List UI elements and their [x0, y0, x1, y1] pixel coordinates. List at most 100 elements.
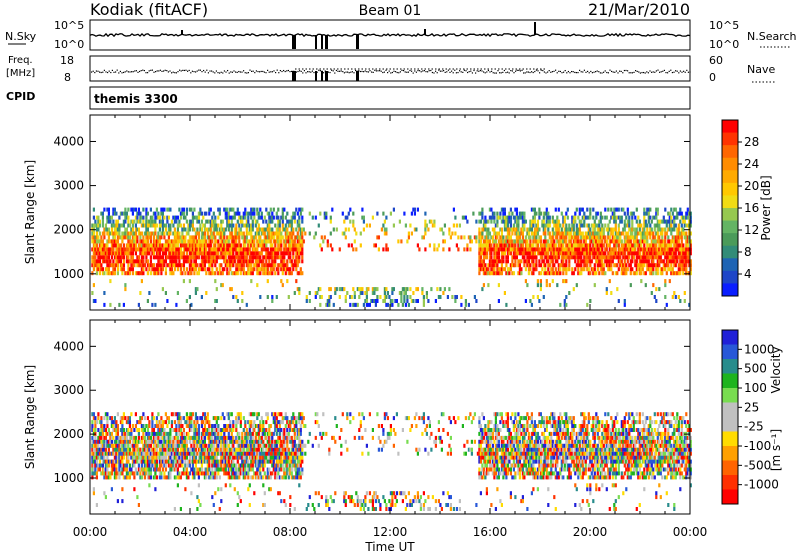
power-cell: [221, 239, 224, 244]
power-cell: [493, 239, 496, 244]
power-cell: [620, 219, 623, 224]
power-cell: [493, 259, 496, 264]
power-cell: [643, 207, 646, 212]
power-cell: [430, 287, 433, 292]
velocity-cell: [164, 439, 167, 444]
power-cell: [422, 302, 425, 307]
freq-point: [334, 72, 336, 74]
power-cell: [619, 235, 622, 240]
velocity-cell: [142, 443, 145, 448]
power-cell: [200, 239, 203, 244]
velocity-cell: [178, 459, 181, 464]
velocity-cell: [157, 443, 160, 448]
power-cell: [647, 263, 650, 268]
power-cell: [658, 263, 661, 268]
power-cell: [202, 259, 205, 264]
power-cell: [631, 247, 634, 252]
freq-point: [638, 71, 640, 73]
freq-point: [683, 70, 685, 72]
power-cell: [211, 223, 214, 228]
velocity-cell: [113, 463, 116, 468]
power-cell: [121, 211, 124, 216]
power-cell: [479, 259, 482, 264]
power-cell: [229, 207, 232, 212]
power-cell: [532, 239, 535, 244]
velocity-cell: [91, 424, 94, 428]
power-cell: [481, 227, 484, 232]
power-cell: [538, 271, 541, 276]
power-cell: [298, 271, 301, 276]
power-cell: [631, 223, 634, 228]
power-cell: [515, 219, 518, 224]
power-cell: [287, 271, 290, 276]
power-cell: [482, 283, 485, 288]
freq-point: [286, 70, 288, 72]
power-cell: [664, 283, 667, 288]
power-cell: [220, 239, 223, 244]
power-cell: [610, 227, 613, 232]
power-cell: [605, 227, 608, 232]
power-cell: [281, 215, 284, 220]
power-cell: [298, 243, 301, 248]
power-cell: [547, 271, 550, 276]
power-cell: [208, 267, 211, 272]
power-cell: [655, 251, 658, 256]
power-cell: [574, 255, 577, 260]
power-cell: [109, 219, 112, 224]
freq-point: [236, 71, 238, 74]
power-cell: [152, 231, 155, 236]
freq-point: [371, 71, 373, 73]
power-cell: [250, 263, 253, 268]
velocity-cell: [164, 467, 167, 472]
power-cell: [256, 211, 259, 216]
power-cell: [640, 255, 643, 260]
power-cell: [154, 255, 157, 260]
velocity-cell: [173, 412, 176, 417]
power-cell: [557, 271, 560, 276]
power-cell: [104, 255, 107, 260]
power-cell: [235, 243, 238, 248]
freq-point: [454, 69, 456, 71]
power-cell: [251, 243, 254, 248]
power-cell: [607, 227, 610, 232]
velocity-cell: [110, 416, 113, 421]
power-cell: [227, 247, 230, 252]
power-cell: [110, 239, 113, 244]
power-cell: [145, 219, 148, 224]
power-cell: [548, 215, 551, 220]
velocity-cell: [101, 439, 104, 444]
power-cell: [247, 267, 250, 272]
power-cell: [395, 299, 398, 303]
power-cell: [647, 259, 650, 264]
power-cell: [145, 243, 148, 248]
power-cell: [559, 251, 562, 256]
power-cell: [212, 243, 215, 248]
power-cell: [143, 239, 146, 244]
freq-point: [644, 72, 646, 74]
power-cell: [656, 227, 659, 232]
power-cell: [583, 223, 586, 228]
power-cell: [503, 219, 506, 224]
power-cell: [527, 243, 530, 248]
power-cell: [265, 255, 268, 260]
freq-point: [473, 69, 475, 72]
power-cell: [97, 239, 100, 244]
power-cell: [224, 259, 227, 264]
power-cell: [319, 302, 322, 307]
power-cell: [605, 291, 608, 295]
velocity-cell: [115, 431, 118, 436]
power-cell: [482, 263, 485, 268]
power-cell: [269, 247, 272, 252]
power-cell: [251, 211, 254, 216]
velocity-cell: [173, 455, 176, 460]
power-cell: [134, 231, 137, 236]
power-cell: [653, 227, 656, 232]
power-cell: [577, 267, 580, 272]
power-cell: [250, 223, 253, 228]
power-cell: [655, 231, 658, 236]
power-cell: [257, 259, 260, 264]
velocity-cell: [101, 455, 104, 460]
power-cell: [673, 247, 676, 252]
power-cell: [143, 231, 146, 236]
power-cell: [130, 219, 133, 224]
